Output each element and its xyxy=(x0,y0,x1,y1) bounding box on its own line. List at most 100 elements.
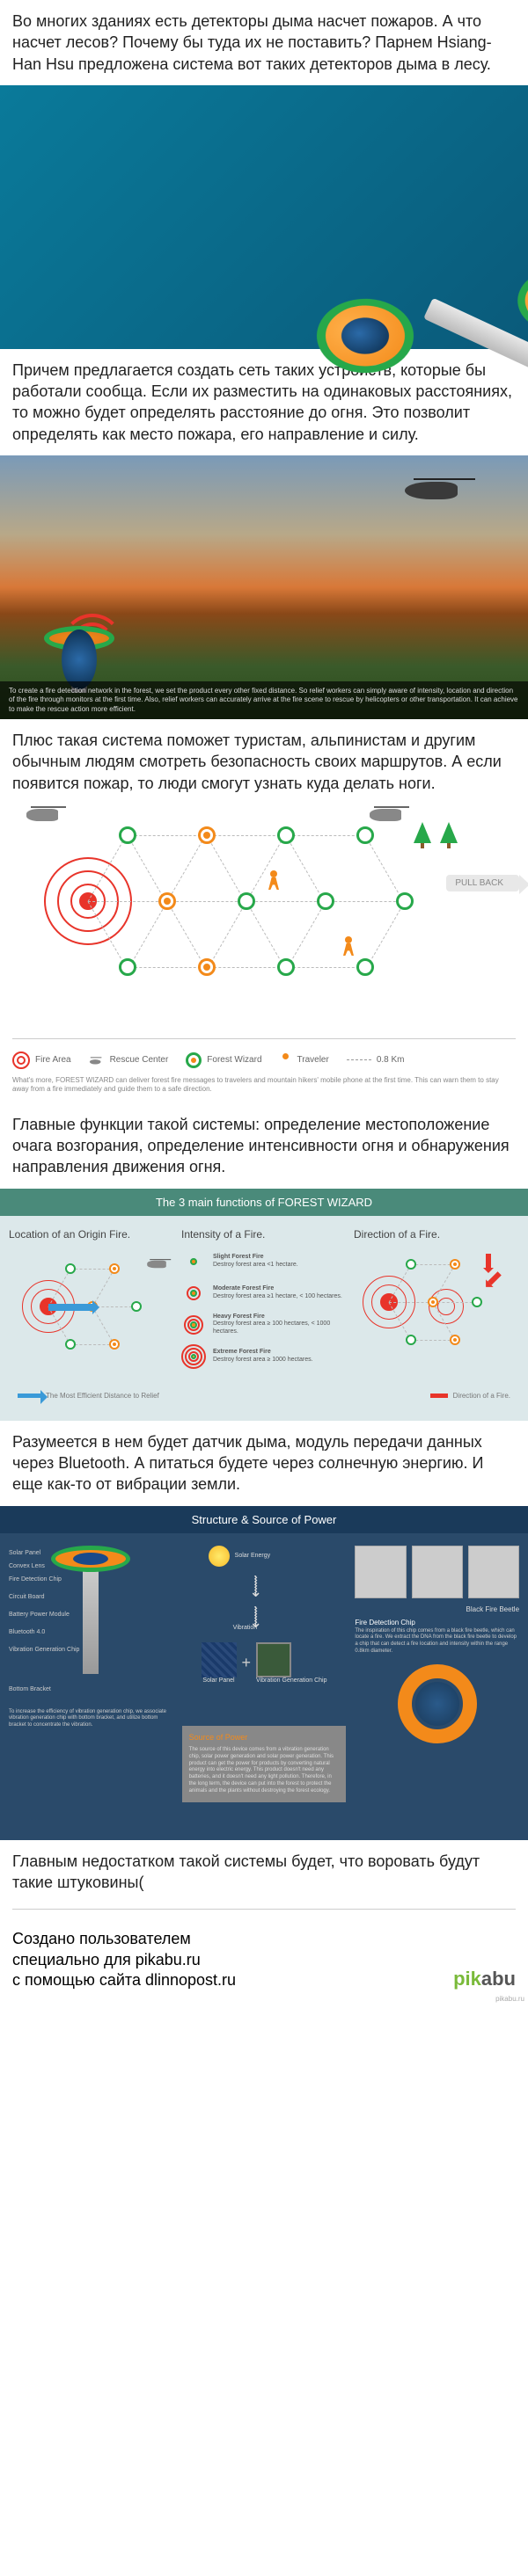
legend-subtitle: What's more, FOREST WIZARD can deliver f… xyxy=(0,1076,528,1103)
device-disc xyxy=(509,262,528,339)
tree-icon xyxy=(414,822,431,843)
function-title: Intensity of a Fire. xyxy=(181,1228,347,1241)
chip-label: Fire Detection Chip xyxy=(355,1619,519,1626)
functions-header: The 3 main functions of FOREST WIZARD xyxy=(0,1189,528,1216)
chip-desc: The inspiration of this chip comes from … xyxy=(355,1628,519,1655)
structure-device-diagram: Solar Panel Convex Lens Fire Detection C… xyxy=(9,1546,173,1802)
wizard-node xyxy=(356,826,374,844)
pikabu-logo[interactable]: pikabu xyxy=(453,1968,516,1990)
footer-credit: Создано пользователем специально для pik… xyxy=(12,1929,236,1990)
forest-caption: To create a fire detection network in th… xyxy=(0,681,528,719)
watermark: pikabu.ru xyxy=(495,1995,524,2003)
para3-text: Плюс такая система поможет туристам, аль… xyxy=(0,719,528,804)
helicopter-icon xyxy=(405,482,458,499)
label-bottom: Bottom Bracket xyxy=(9,1686,51,1692)
para4-text: Главные функции такой системы: определен… xyxy=(0,1103,528,1189)
function-intensity: Intensity of a Fire. Slight Forest FireD… xyxy=(181,1228,347,1376)
source-title: Source of Power xyxy=(189,1733,340,1743)
functions-panel: The 3 main functions of FOREST WIZARD Lo… xyxy=(0,1189,528,1421)
source-body: The source of this device comes from a v… xyxy=(189,1747,340,1795)
legend-label: Fire Area xyxy=(35,1055,71,1065)
tree-icon xyxy=(440,822,458,843)
legend-label: Rescue Center xyxy=(110,1055,169,1065)
function-location: Location of an Origin Fire. xyxy=(9,1228,174,1376)
label-solar-panel: Solar Panel xyxy=(9,1550,40,1556)
helicopter-icon xyxy=(370,809,401,821)
fire-area-icon xyxy=(12,1052,30,1069)
wizard-node xyxy=(277,826,295,844)
arrow-red-icon xyxy=(430,1394,448,1398)
legend-label: 0.8 Km xyxy=(377,1055,405,1065)
functions-legend: The Most Efficient Distance to Relief Di… xyxy=(0,1388,528,1403)
wizard-node xyxy=(238,892,255,910)
para5-text: Разумеется в нем будет датчик дыма, моду… xyxy=(0,1421,528,1506)
wizard-node-active xyxy=(158,892,176,910)
intro-text: Во многих зданиях есть детекторы дыма на… xyxy=(0,0,528,85)
hero-device-image xyxy=(0,85,528,349)
legend-traveler: Traveler xyxy=(280,1053,329,1067)
legend-label: Direction of a Fire. xyxy=(453,1392,510,1400)
network-legend: Fire Area Rescue Center Forest Wizard Tr… xyxy=(0,1044,528,1076)
beetle-microscope xyxy=(468,1546,519,1598)
network-diagram: PULL BACK xyxy=(0,804,528,1033)
label-solar-panel: Solar Panel xyxy=(202,1677,237,1684)
separator xyxy=(12,1909,516,1910)
legend-fire: Fire Area xyxy=(12,1052,71,1069)
wizard-node xyxy=(317,892,334,910)
structure-header: Structure & Source of Power xyxy=(0,1506,528,1533)
arrow-red-icon xyxy=(486,1254,491,1268)
arrow-red-icon xyxy=(488,1271,502,1285)
footer: Создано пользователем специально для pik… xyxy=(0,1915,528,2005)
legend-rescue: Rescue Center xyxy=(89,1052,169,1068)
legend-label: The Most Efficient Distance to Relief xyxy=(46,1392,159,1400)
wizard-node xyxy=(356,958,374,976)
arrow-blue-icon xyxy=(48,1304,92,1311)
structure-panel: Structure & Source of Power Solar Panel … xyxy=(0,1506,528,1840)
legend-distance: 0.8 Km xyxy=(347,1055,405,1065)
label-convex: Convex Lens xyxy=(9,1563,45,1569)
para2-text: Причем предлагается создать сеть таких у… xyxy=(0,349,528,455)
traveler-icon xyxy=(268,870,279,890)
pull-back-tab[interactable]: PULL BACK xyxy=(446,875,519,891)
arrow-blue-icon xyxy=(18,1394,40,1398)
label-battery: Battery Power Module xyxy=(9,1612,70,1618)
label-circuit: Circuit Board xyxy=(9,1594,44,1600)
device-stem xyxy=(83,1568,99,1674)
function-title: Location of an Origin Fire. xyxy=(9,1228,174,1241)
source-of-power-box: Source of Power The source of this devic… xyxy=(182,1726,347,1801)
legend-wizard: Forest Wizard xyxy=(186,1052,261,1068)
label-solar-energy: Solar Energy xyxy=(235,1553,270,1559)
bottom-bracket-desc: To increase the efficiency of vibration … xyxy=(9,1709,173,1729)
wizard-node xyxy=(119,958,136,976)
solar-panel-icon xyxy=(202,1642,237,1677)
device-top xyxy=(51,1546,130,1572)
wizard-node xyxy=(119,826,136,844)
beetle-label: Black Fire Beetle xyxy=(355,1605,519,1613)
intensity-level: Extreme Forest FireDestroy forest area ≥… xyxy=(181,1344,347,1369)
label-bluetooth: Bluetooth 4.0 xyxy=(9,1629,45,1635)
distance-line-icon xyxy=(347,1059,371,1060)
traveler-icon xyxy=(280,1053,292,1067)
traveler-icon xyxy=(343,936,354,956)
label-vibration: Vibration Generation Chip xyxy=(9,1647,79,1653)
function-direction: Direction of a Fire. xyxy=(354,1228,519,1376)
para6-text: Главным недостатком такой системы будет,… xyxy=(0,1840,528,1904)
legend-label: Traveler xyxy=(297,1055,329,1065)
beetle-diagram xyxy=(412,1546,463,1598)
label-fire-chip: Fire Detection Chip xyxy=(9,1576,62,1583)
wizard-node xyxy=(277,958,295,976)
forest-fire-image: To create a fire detection network in th… xyxy=(0,455,528,719)
structure-beetle: Black Fire Beetle Fire Detection Chip Th… xyxy=(355,1546,519,1802)
detection-ring-icon xyxy=(398,1664,477,1743)
wizard-node-active xyxy=(198,958,216,976)
separator xyxy=(12,1038,516,1039)
helicopter-icon xyxy=(147,1260,166,1267)
label-vib-chip: Vibration Generation Chip xyxy=(256,1677,326,1684)
sun-icon xyxy=(209,1546,230,1567)
wizard-icon xyxy=(186,1052,202,1068)
vibration-chip-icon xyxy=(256,1642,291,1677)
function-title: Direction of a Fire. xyxy=(354,1228,519,1241)
helicopter-icon xyxy=(26,809,58,821)
plus-icon: + xyxy=(242,1654,252,1672)
structure-power-source: Solar Energy ⟿ ⟿ Vibration Solar Panel +… xyxy=(182,1546,347,1802)
